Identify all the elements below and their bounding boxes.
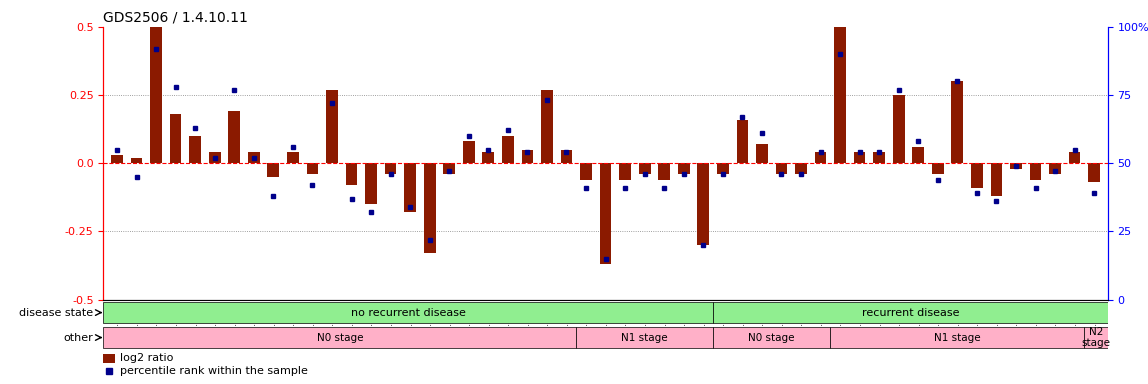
Bar — [170, 114, 181, 163]
Bar — [541, 89, 553, 163]
Bar — [103, 354, 115, 362]
Bar — [835, 27, 846, 163]
Bar — [521, 149, 534, 163]
FancyBboxPatch shape — [713, 302, 1108, 323]
Text: N1 stage: N1 stage — [621, 333, 668, 343]
Bar — [424, 163, 435, 253]
Bar — [874, 152, 885, 163]
Bar — [404, 163, 416, 212]
Bar — [443, 163, 455, 174]
Bar — [228, 111, 240, 163]
Bar — [385, 163, 396, 174]
Text: no recurrent disease: no recurrent disease — [351, 308, 466, 318]
Text: other: other — [63, 333, 93, 343]
Bar — [1049, 163, 1061, 174]
Bar — [1069, 152, 1080, 163]
Bar — [698, 163, 709, 245]
Bar — [854, 152, 866, 163]
Text: N0 stage: N0 stage — [317, 333, 363, 343]
Bar — [463, 141, 474, 163]
Bar — [913, 147, 924, 163]
Bar — [482, 152, 494, 163]
Bar — [796, 163, 807, 174]
Bar — [1088, 163, 1100, 182]
FancyBboxPatch shape — [576, 327, 713, 348]
Bar — [619, 163, 631, 180]
Bar — [677, 163, 690, 174]
Bar — [737, 119, 748, 163]
FancyBboxPatch shape — [103, 327, 576, 348]
Bar — [326, 89, 338, 163]
Bar — [1010, 163, 1022, 169]
Text: N1 stage: N1 stage — [934, 333, 980, 343]
Bar — [209, 152, 220, 163]
Text: percentile rank within the sample: percentile rank within the sample — [121, 366, 309, 376]
Bar — [111, 155, 123, 163]
Bar — [307, 163, 318, 174]
Bar — [971, 163, 983, 188]
Bar — [952, 81, 963, 163]
FancyBboxPatch shape — [830, 327, 1085, 348]
Bar — [776, 163, 788, 174]
Text: log2 ratio: log2 ratio — [121, 353, 173, 363]
Bar — [131, 158, 142, 163]
Bar — [248, 152, 259, 163]
Bar — [1030, 163, 1041, 180]
Text: recurrent disease: recurrent disease — [862, 308, 960, 318]
Bar — [189, 136, 201, 163]
Bar — [287, 152, 298, 163]
Text: N2
stage: N2 stage — [1081, 327, 1110, 348]
Bar — [346, 163, 357, 185]
Bar — [638, 163, 651, 174]
Bar — [932, 163, 944, 174]
Bar — [893, 95, 905, 163]
FancyBboxPatch shape — [103, 302, 713, 323]
Bar — [580, 163, 592, 180]
Bar — [718, 163, 729, 174]
Bar — [560, 149, 573, 163]
Bar — [815, 152, 827, 163]
Bar — [365, 163, 377, 204]
FancyBboxPatch shape — [1085, 327, 1108, 348]
Bar — [658, 163, 670, 180]
Bar — [150, 27, 162, 163]
Text: disease state: disease state — [20, 308, 93, 318]
Bar — [502, 136, 513, 163]
FancyBboxPatch shape — [713, 327, 830, 348]
Bar — [599, 163, 612, 264]
Bar — [757, 144, 768, 163]
Text: N0 stage: N0 stage — [748, 333, 794, 343]
Text: GDS2506 / 1.4.10.11: GDS2506 / 1.4.10.11 — [103, 10, 248, 24]
Bar — [991, 163, 1002, 196]
Bar — [267, 163, 279, 177]
